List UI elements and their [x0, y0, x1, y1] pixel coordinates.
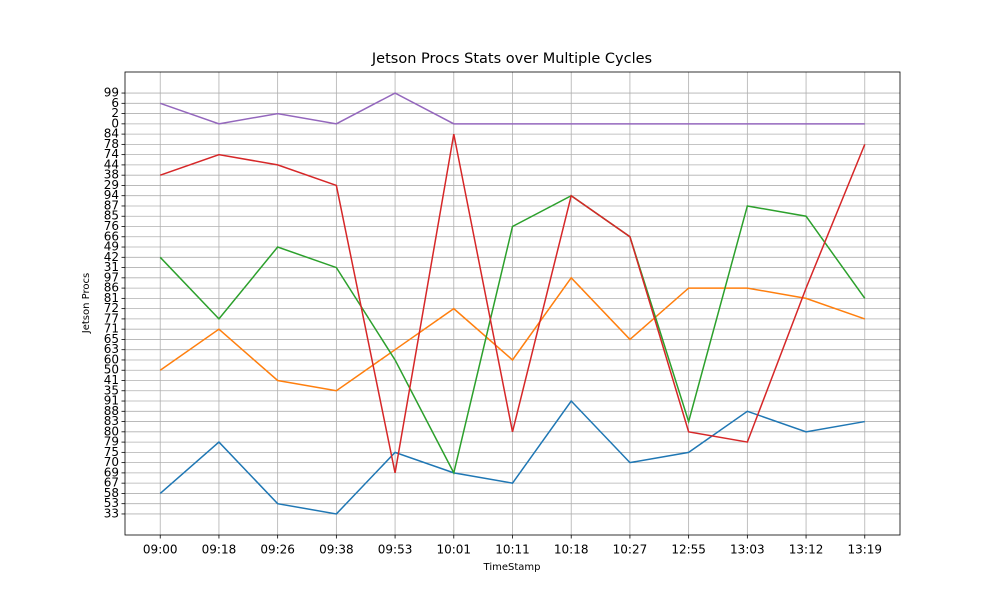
y-tick-label: 75 [104, 445, 119, 459]
series-line [159, 133, 866, 474]
x-tick-label: 13:19 [847, 543, 882, 557]
x-tick-label: 10:18 [554, 543, 589, 557]
y-tick-label: 81 [104, 291, 119, 305]
y-tick-label: 91 [104, 394, 119, 408]
y-tick-label: 35 [104, 383, 119, 397]
x-tick-label: 10:11 [495, 543, 530, 557]
x-tick-label: 09:53 [378, 543, 413, 557]
y-tick-label: 6 [111, 96, 119, 110]
series-line [159, 276, 866, 392]
y-tick-label: 66 [104, 229, 119, 243]
y-tick-label: 88 [104, 404, 119, 418]
y-tick-label: 71 [104, 322, 119, 336]
y-tick-label: 50 [104, 363, 119, 377]
y-tick-label: 78 [104, 137, 119, 151]
y-tick-label: 42 [104, 250, 119, 264]
x-tick-label: 09:26 [260, 543, 295, 557]
x-tick-label: 13:12 [789, 543, 824, 557]
x-tick-label: 12:55 [671, 543, 706, 557]
x-tick-label: 09:18 [202, 543, 237, 557]
series-line [159, 92, 865, 125]
series-line [159, 194, 866, 476]
y-tick-label: 87 [104, 198, 119, 212]
y-tick-label: 74 [104, 147, 119, 161]
y-tick-label: 2 [111, 106, 119, 120]
y-tick-label: 94 [104, 188, 119, 202]
y-tick-label: 60 [104, 352, 119, 366]
y-tick-label: 65 [104, 332, 119, 346]
y-tick-label: 97 [104, 270, 119, 284]
y-tick-label: 83 [104, 414, 119, 428]
series-line [159, 399, 865, 515]
y-tick-label: 86 [104, 281, 119, 295]
y-tick-label: 77 [104, 311, 119, 325]
x-axis-label: TimeStamp [483, 562, 541, 573]
y-tick-label: 41 [104, 373, 119, 387]
y-tick-label: 63 [104, 342, 119, 356]
y-tick-label: 33 [104, 506, 119, 520]
y-tick-label: 84 [104, 127, 119, 141]
chart-title: Jetson Procs Stats over Multiple Cycles [371, 51, 652, 67]
y-tick-label: 29 [104, 178, 119, 192]
x-tick-label: 10:27 [613, 543, 648, 557]
x-tick-label: 09:00 [143, 543, 178, 557]
y-tick-label: 72 [104, 301, 119, 315]
y-tick-label: 85 [104, 209, 119, 223]
y-tick-label: 79 [104, 435, 119, 449]
y-tick-label: 38 [104, 168, 119, 182]
y-tick-label: 80 [104, 424, 119, 438]
y-tick-label: 31 [104, 260, 119, 274]
x-tick-label: 09:38 [319, 543, 354, 557]
plot-frame [124, 71, 901, 536]
y-tick-label: 58 [104, 486, 119, 500]
y-tick-label: 44 [104, 157, 119, 171]
y-tick-label: 99 [104, 86, 119, 100]
y-tick-label: 49 [104, 240, 119, 254]
x-tick-label: 13:03 [730, 543, 765, 557]
y-tick-label: 0 [111, 116, 119, 130]
y-tick-label: 67 [104, 476, 119, 490]
y-tick-label: 53 [104, 496, 119, 510]
y-axis-label: Jetson Procs [81, 273, 92, 334]
y-tick-label: 70 [104, 455, 119, 469]
y-tick-label: 69 [104, 465, 119, 479]
y-tick-label: 76 [104, 219, 119, 233]
x-tick-label: 10:01 [436, 543, 471, 557]
